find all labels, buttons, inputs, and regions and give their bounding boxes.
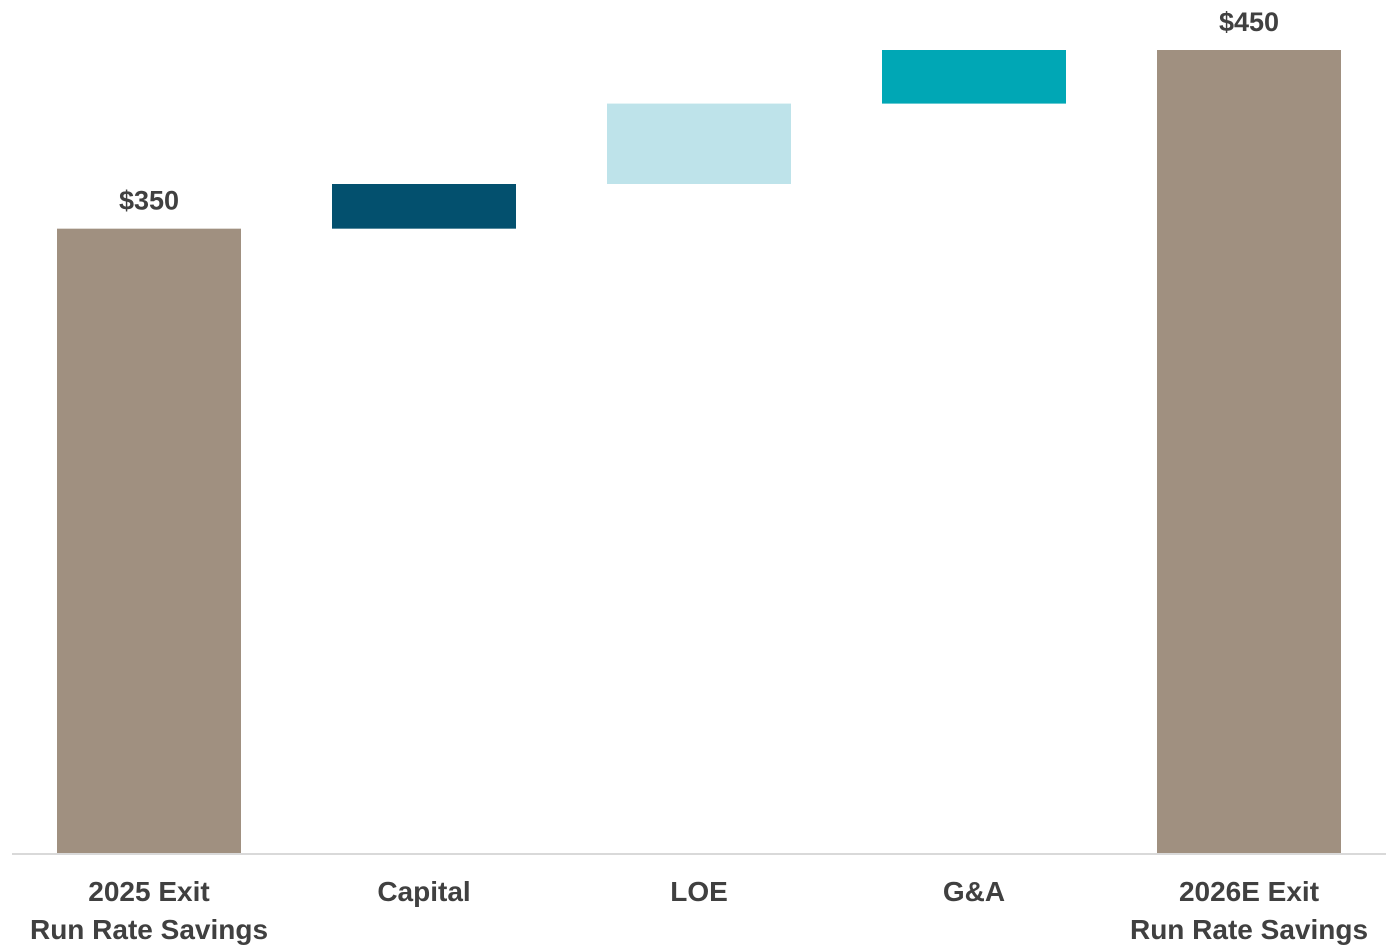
x-tick-label-line: Run Rate Savings xyxy=(30,914,268,945)
bar-3 xyxy=(882,50,1066,104)
x-tick-label-line: LOE xyxy=(670,876,728,907)
x-tick-label-3: G&A xyxy=(943,876,1005,907)
labels-layer: $350 $450 xyxy=(119,7,1279,216)
data-label-0: $350 xyxy=(119,186,179,216)
x-tick-label-line: Capital xyxy=(377,876,470,907)
bars-layer xyxy=(57,50,1341,854)
bar-2 xyxy=(607,103,791,184)
x-tick-label-line: 2026E Exit xyxy=(1179,876,1319,907)
bar-1 xyxy=(332,184,516,229)
x-tick-label-1: Capital xyxy=(377,876,470,907)
x-axis-ticks: 2025 Exit Run Rate Savings Capital LOE G&A 20… xyxy=(30,876,1368,945)
x-tick-label-line: 2025 Exit xyxy=(88,876,209,907)
bar-4 xyxy=(1157,50,1341,854)
data-label-4: $450 xyxy=(1219,7,1279,37)
x-tick-label-2: LOE xyxy=(670,876,728,907)
x-tick-label-4: 2026E Exit Run Rate Savings xyxy=(1130,876,1368,945)
x-tick-label-line: Run Rate Savings xyxy=(1130,914,1368,945)
bar-0 xyxy=(57,228,241,854)
x-tick-label-0: 2025 Exit Run Rate Savings xyxy=(30,876,268,945)
x-tick-label-line: G&A xyxy=(943,876,1005,907)
